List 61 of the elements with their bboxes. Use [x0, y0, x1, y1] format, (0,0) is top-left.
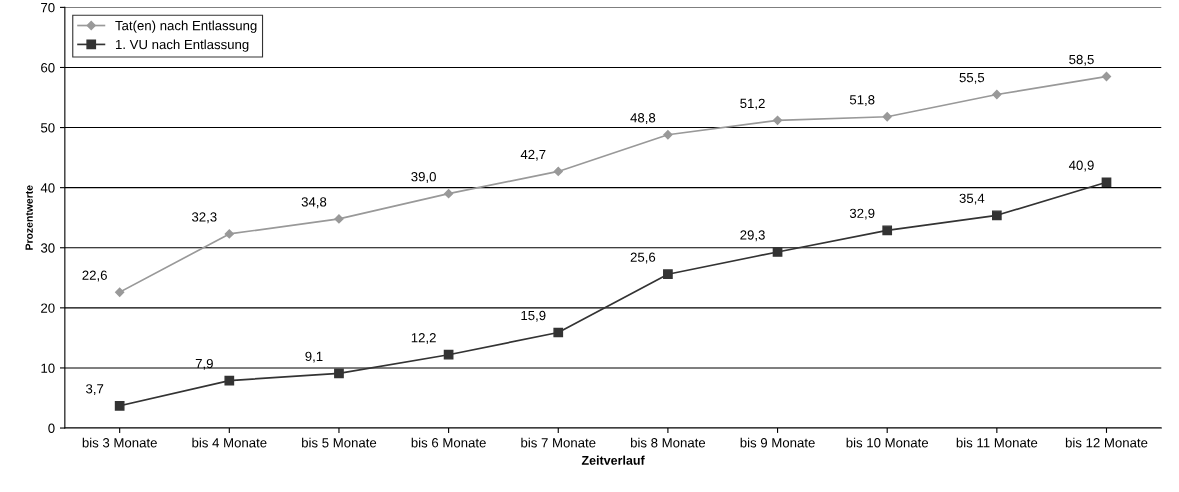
data-label: 55,5 — [959, 72, 985, 84]
x-tick-label: bis 8 Monate — [630, 437, 706, 448]
point — [991, 210, 1002, 221]
point — [772, 247, 783, 257]
x-tick-label: bis 4 Monate — [192, 437, 267, 448]
x-tick-label: bis 10 Monate — [846, 437, 929, 448]
point — [224, 375, 235, 386]
y-tick-label: 40 — [40, 183, 55, 193]
point — [882, 112, 892, 122]
data-label: 12,2 — [411, 333, 436, 344]
y-tick-label: 10 — [41, 363, 55, 373]
data-label: 32,3 — [191, 212, 217, 224]
data-label: 51,2 — [740, 98, 765, 110]
point — [334, 214, 344, 224]
point — [114, 400, 125, 411]
data-label: 15,9 — [521, 310, 546, 322]
data-label: 29,3 — [740, 230, 765, 242]
legend-label: Tat(en) nach Entlassung — [115, 20, 257, 33]
data-label: 48,8 — [630, 113, 656, 125]
y-tick-label: 0 — [48, 423, 55, 433]
x-tick-label: bis 5 Monate — [302, 437, 377, 448]
data-label: 3,7 — [86, 384, 104, 396]
data-label: 42,7 — [520, 149, 546, 161]
x-tick-label: bis 9 Monate — [740, 437, 815, 448]
point — [553, 166, 563, 177]
x-tick-label: bis 11 Monate — [956, 437, 1038, 448]
y-tick-label: 70 — [41, 2, 55, 13]
data-label: 35,4 — [959, 193, 985, 205]
x-axis-title: Zeitverlauf — [581, 455, 645, 465]
point — [1101, 177, 1112, 188]
point — [334, 368, 344, 379]
y-axis-title: Prozentwerte — [25, 185, 33, 250]
data-label: 34,8 — [301, 197, 327, 209]
point — [772, 115, 783, 125]
data-label: 40,9 — [1068, 160, 1094, 172]
x-tick-label: bis 7 Monate — [521, 437, 596, 448]
data-label: 39,0 — [411, 172, 436, 183]
data-label: 51,8 — [849, 95, 875, 106]
y-tick-label: 50 — [40, 123, 55, 133]
data-label: 32,9 — [849, 208, 875, 220]
y-tick-label: 30 — [40, 243, 55, 253]
data-label: 25,6 — [630, 252, 656, 264]
point — [992, 89, 1002, 100]
point — [443, 189, 454, 199]
data-label: 22,6 — [82, 270, 107, 282]
y-tick-label: 20 — [41, 303, 55, 313]
data-label: 7,9 — [195, 358, 213, 370]
y-tick-label: 60 — [41, 63, 55, 73]
x-tick-label: bis 3 Monate — [82, 437, 157, 448]
data-label: 9,1 — [305, 351, 323, 363]
data-label: 58,5 — [1069, 54, 1094, 66]
point — [443, 349, 454, 360]
point — [115, 287, 125, 297]
point — [663, 269, 673, 280]
point — [882, 225, 893, 236]
point — [224, 229, 234, 239]
legend-label: 1. VU nach Entlassung — [115, 39, 249, 52]
point — [553, 327, 564, 338]
point — [663, 130, 673, 140]
x-tick-label: bis 6 Monate — [411, 437, 486, 448]
x-tick-label: bis 12 Monate — [1065, 437, 1148, 448]
